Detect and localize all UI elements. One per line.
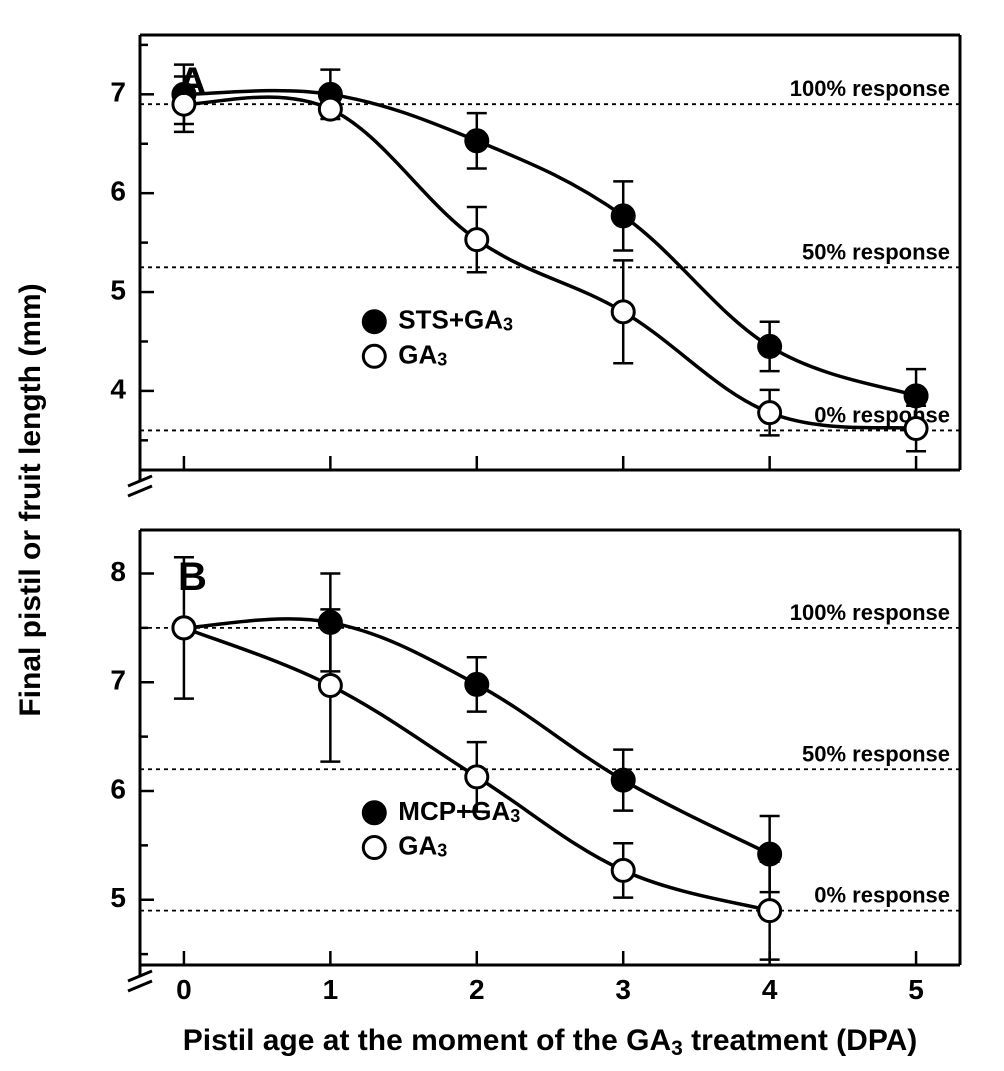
svg-text:50% response: 50% response [802,239,950,264]
svg-text:GA3: GA3 [398,339,447,369]
svg-text:Pistil age at the moment of th: Pistil age at the moment of the GA3 trea… [183,1024,918,1060]
svg-text:GA3: GA3 [398,830,447,860]
svg-text:0% response: 0% response [814,883,950,908]
svg-text:100% response: 100% response [790,600,950,625]
svg-text:7: 7 [110,77,126,108]
svg-text:MCP+GA3: MCP+GA3 [398,796,520,826]
svg-text:A: A [178,60,207,104]
svg-text:100% response: 100% response [790,76,950,101]
svg-text:8: 8 [110,556,126,587]
svg-text:2: 2 [469,974,485,1005]
svg-text:5: 5 [110,882,126,913]
svg-text:4: 4 [110,373,126,404]
svg-text:4: 4 [762,974,778,1005]
svg-text:Final pistil or fruit length (: Final pistil or fruit length (mm) [14,283,47,716]
svg-text:50% response: 50% response [802,741,950,766]
svg-text:6: 6 [110,176,126,207]
svg-text:1: 1 [323,974,339,1005]
svg-text:0: 0 [176,974,192,1005]
svg-text:STS+GA3: STS+GA3 [398,305,513,335]
svg-text:5: 5 [110,274,126,305]
svg-text:0% response: 0% response [814,402,950,427]
svg-text:5: 5 [908,974,924,1005]
svg-text:B: B [178,555,207,599]
svg-text:7: 7 [110,665,126,696]
svg-text:3: 3 [615,974,631,1005]
svg-text:6: 6 [110,773,126,804]
